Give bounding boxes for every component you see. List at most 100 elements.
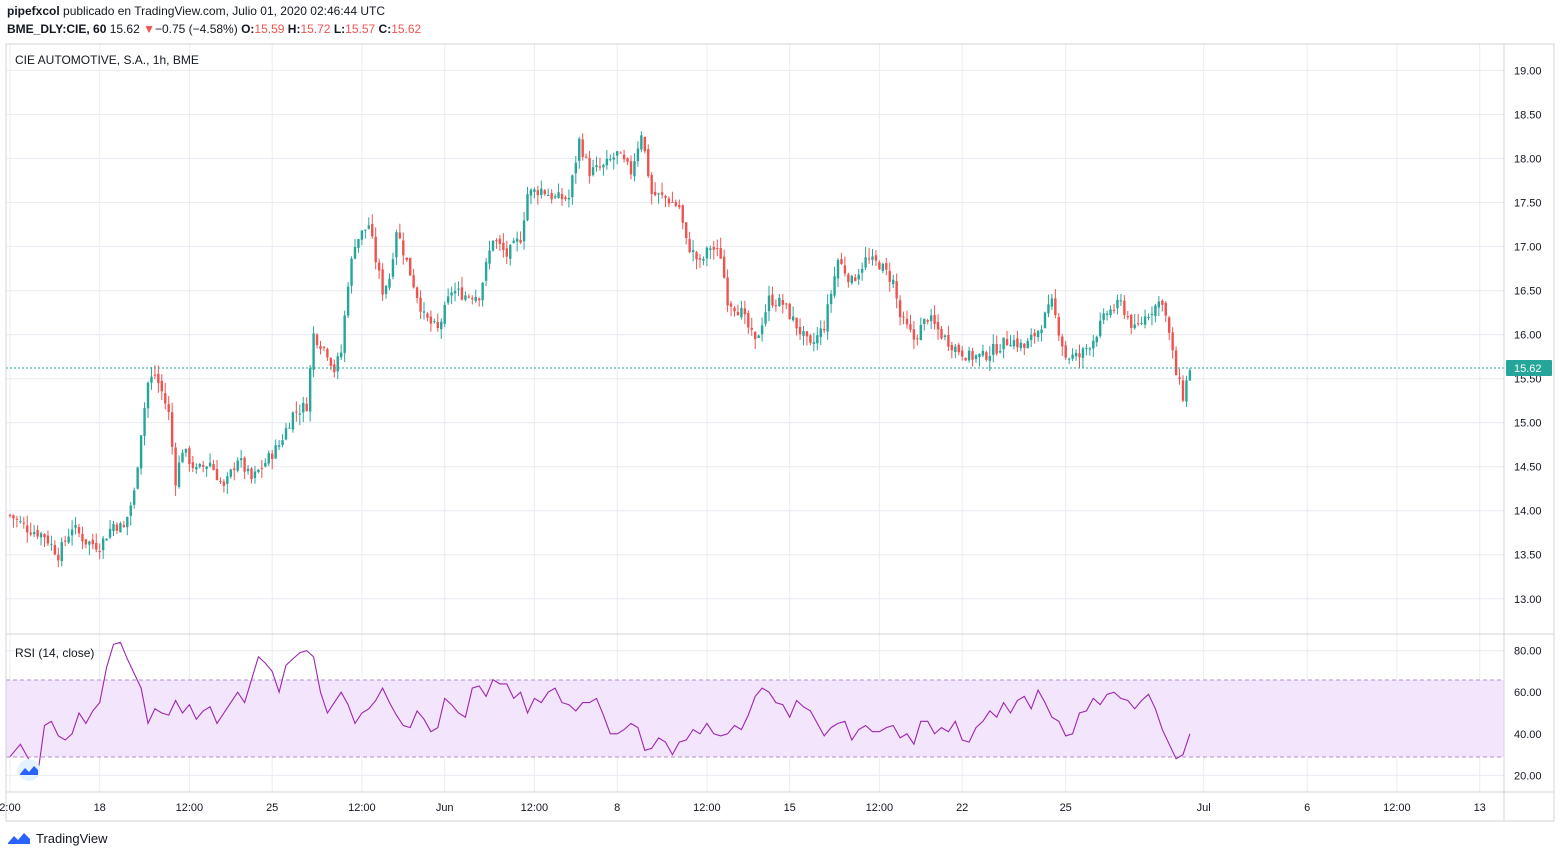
candle-body	[1009, 344, 1012, 347]
time-tick-label: 12:00	[1383, 802, 1411, 814]
candle-body	[536, 190, 540, 196]
candle-body	[264, 462, 267, 467]
candle-body	[778, 297, 781, 307]
rsi-band	[6, 680, 1504, 757]
candle-body	[1061, 336, 1064, 347]
candle-body	[302, 402, 305, 413]
price-axis[interactable]: 19.00 18.50 18.00 17.50 17.00 16.50 16.00 15.50…	[1514, 65, 1542, 605]
candle-body	[950, 345, 954, 351]
price-tick-label: 17.00	[1514, 242, 1542, 254]
candle-body	[222, 481, 226, 486]
candle-body	[77, 527, 81, 534]
candle-body	[267, 453, 270, 464]
candle-body	[1016, 338, 1019, 348]
time-tick-label: 12:00	[521, 802, 549, 814]
candle-body	[1043, 312, 1047, 329]
candle-body	[716, 248, 719, 250]
candle-body	[864, 257, 867, 268]
candle-body	[840, 259, 843, 265]
candle-body	[236, 460, 239, 471]
low-label: L:	[333, 22, 346, 36]
candle-body	[754, 331, 757, 340]
candle-body	[202, 465, 205, 467]
candle-body	[29, 532, 32, 535]
time-axis[interactable]: 2:00 18 12:00 25 12:00 Jun 12:00 8 12:00 15 12:00 2…	[0, 802, 1486, 814]
candle-body	[854, 277, 857, 281]
candle-body	[909, 324, 912, 330]
price-tick-label: 18.00	[1514, 153, 1542, 165]
candle-body	[474, 296, 477, 302]
candle-body	[22, 522, 25, 524]
time-tick-label: 25	[266, 802, 278, 814]
candle-body	[184, 448, 188, 453]
candle-body	[226, 476, 229, 484]
candle-body	[581, 139, 584, 157]
candle-body	[1057, 317, 1060, 336]
candle-body	[409, 257, 412, 276]
candle-body	[239, 458, 243, 461]
open-label: O:	[241, 22, 255, 36]
close-value: 15.62	[391, 22, 422, 36]
candle-body	[95, 542, 98, 550]
candle-body	[719, 248, 722, 259]
candle-body	[1092, 340, 1095, 349]
candle-body	[1188, 370, 1192, 381]
candle-body	[678, 205, 681, 208]
candle-body	[298, 413, 301, 415]
candle-body	[157, 373, 160, 384]
candle-body	[322, 346, 326, 348]
candle-body	[919, 324, 922, 341]
candle-body	[695, 252, 698, 260]
candle-body	[39, 533, 43, 538]
candle-body	[67, 536, 70, 543]
candle-body	[529, 189, 533, 196]
candle-body	[1054, 298, 1057, 316]
candle-body	[60, 542, 63, 562]
candle-body	[702, 258, 705, 261]
candle-body	[174, 447, 177, 486]
footer-brand[interactable]: TradingView	[36, 830, 108, 846]
last-price-tag-label: 15.62	[1514, 363, 1542, 375]
candle-body	[284, 428, 288, 440]
candle-body	[81, 533, 84, 542]
rsi-axis[interactable]: 80.00 60.00 40.00 20.00	[1514, 646, 1542, 783]
publisher-name[interactable]: pipefxcol	[7, 4, 60, 18]
candle-body	[446, 296, 450, 303]
candle-body	[150, 376, 153, 383]
rsi-title: RSI (14, close)	[15, 646, 94, 660]
candle-body	[350, 258, 353, 286]
candle-body	[57, 554, 60, 561]
last-price-tag	[1506, 360, 1552, 377]
candle-body	[340, 352, 343, 358]
candle-body	[543, 190, 546, 195]
candle-body	[709, 248, 712, 250]
candle-body	[146, 382, 150, 409]
candle-body	[143, 407, 146, 436]
candle-body	[91, 539, 94, 545]
candle-body	[429, 316, 433, 324]
candle-body	[384, 285, 388, 295]
candle-body	[1157, 301, 1161, 308]
candle-body	[453, 290, 457, 294]
candle-body	[653, 191, 657, 196]
tradingview-logo-icon[interactable]	[18, 759, 40, 781]
candle-body	[498, 238, 502, 244]
candle-body	[191, 462, 195, 468]
candle-body	[1026, 340, 1029, 349]
candle-body	[112, 523, 115, 531]
candle-body	[1067, 358, 1071, 360]
candle-body	[1136, 323, 1140, 325]
candle-body	[892, 279, 895, 285]
time-tick-label: 18	[94, 802, 106, 814]
candle-body	[281, 440, 284, 446]
candle-body	[101, 538, 105, 551]
candle-body	[964, 357, 967, 361]
candle-body	[478, 298, 481, 301]
candle-body	[1112, 309, 1116, 311]
candle-body	[774, 305, 778, 307]
candle-body	[1019, 342, 1023, 349]
time-tick-label: 25	[1060, 802, 1072, 814]
candle-body	[419, 297, 422, 312]
high-value: 15.72	[300, 22, 331, 36]
